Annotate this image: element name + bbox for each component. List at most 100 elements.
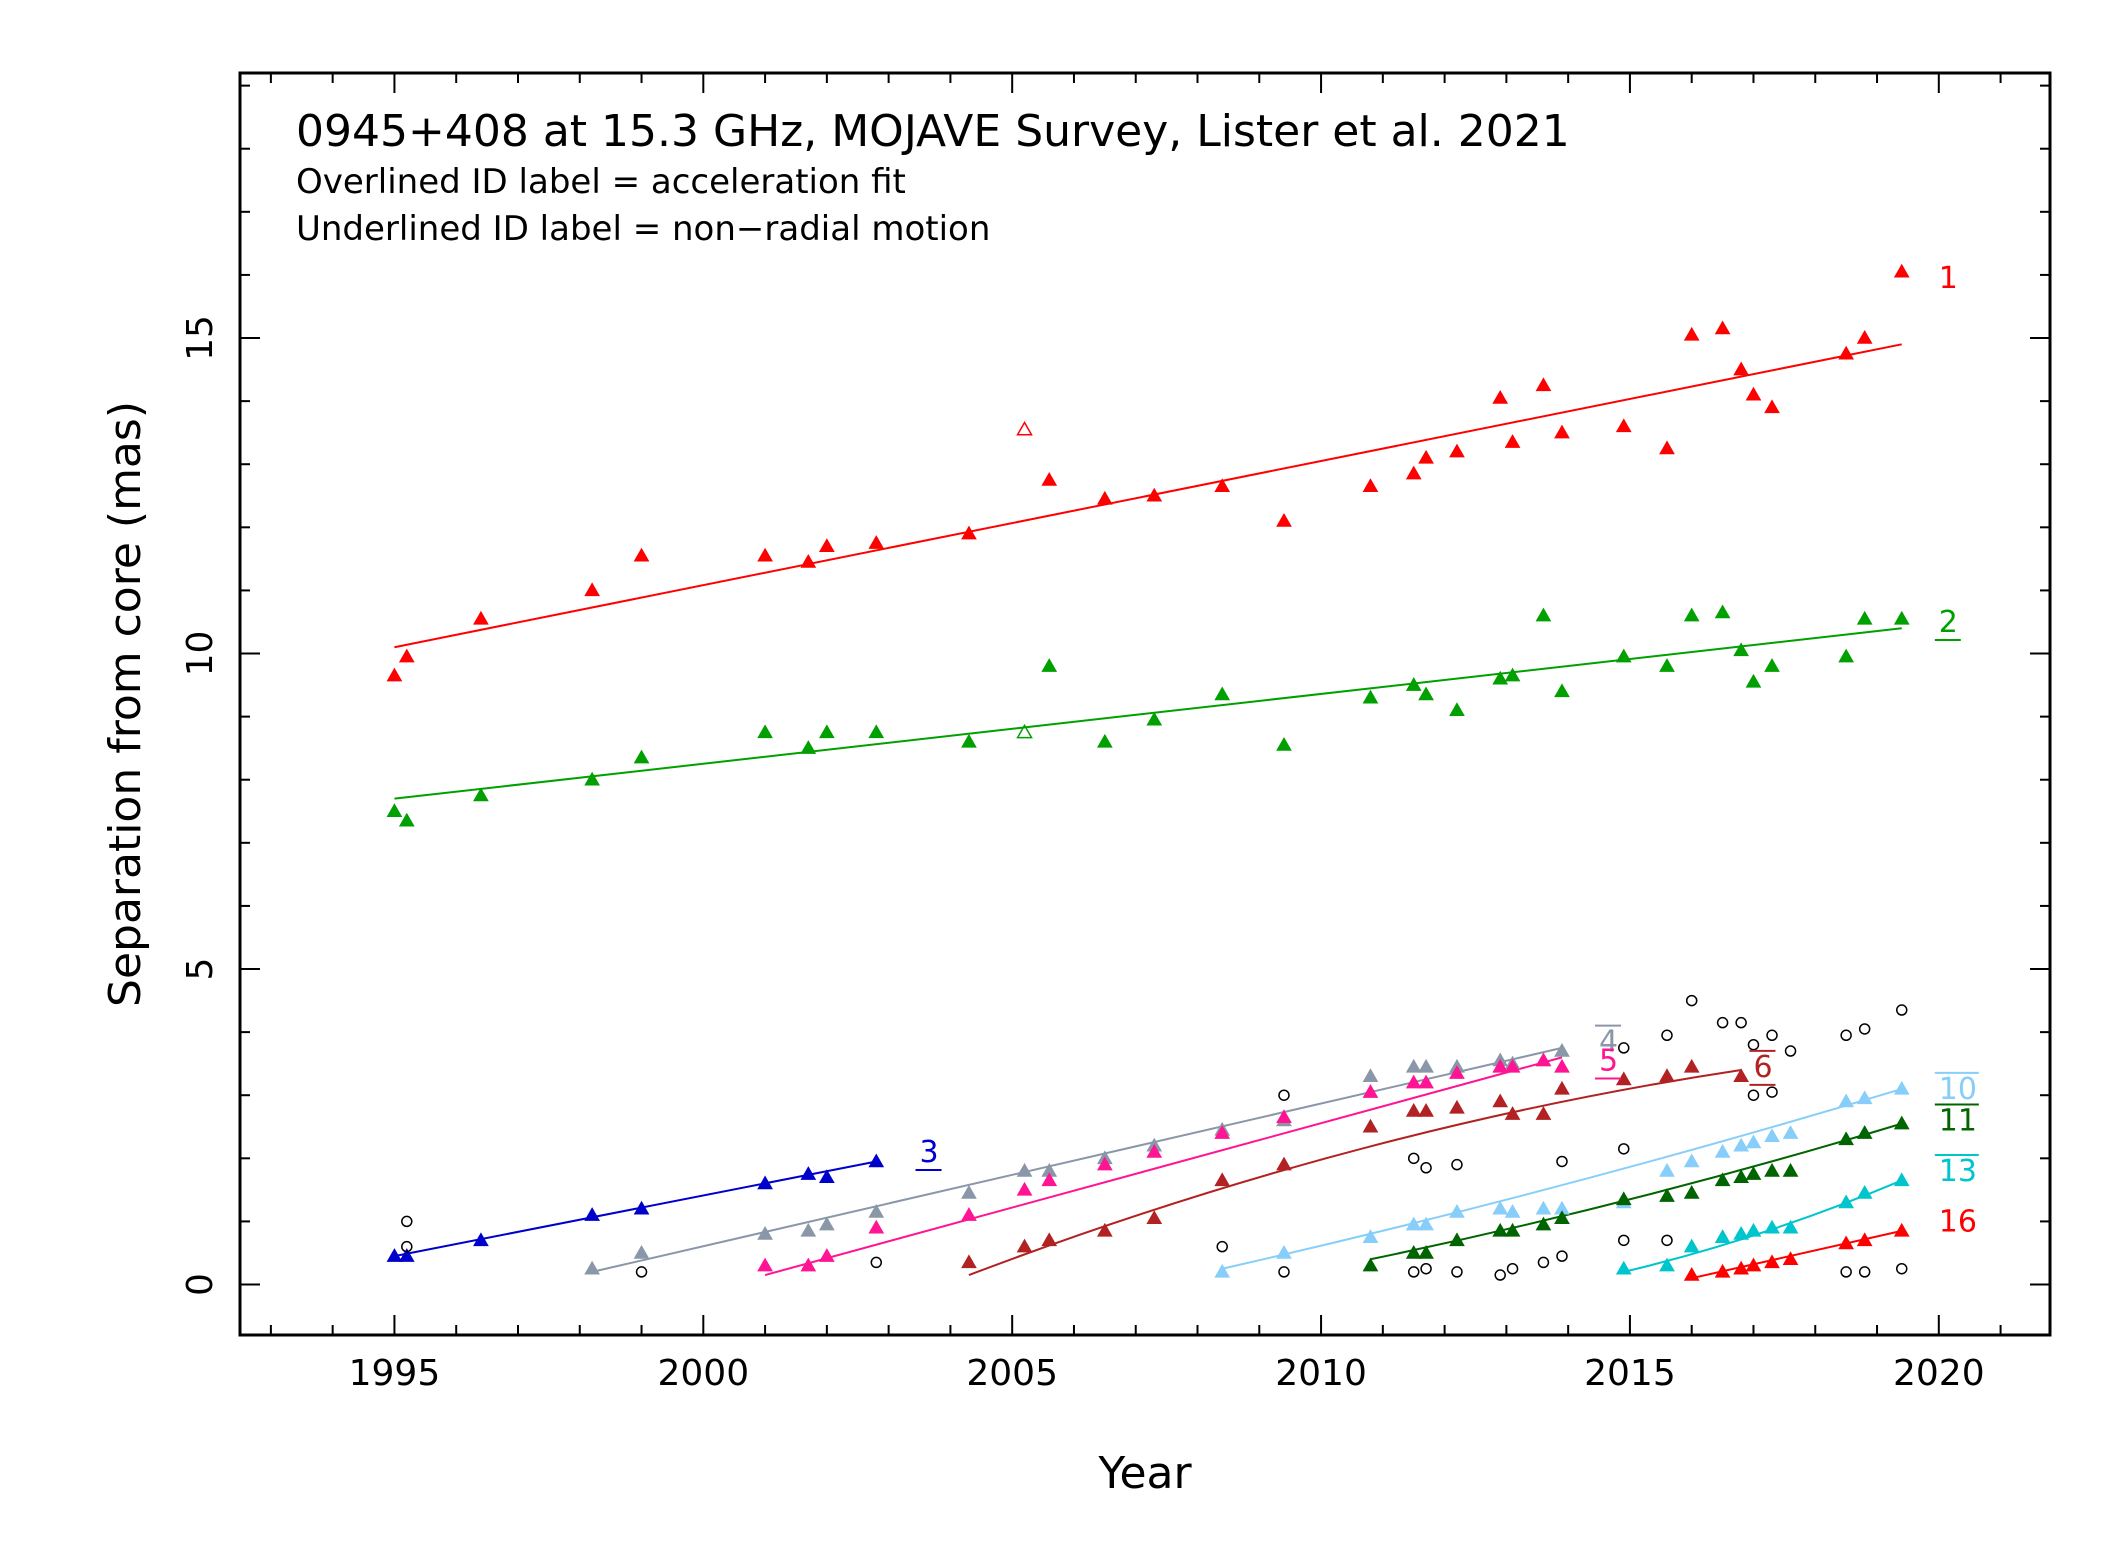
unassociated-marker [1716, 1016, 1729, 1029]
marker-10 [1659, 1162, 1675, 1177]
unassociated-marker [1451, 1158, 1463, 1171]
marker-1 [868, 535, 885, 549]
marker-10 [1362, 1229, 1379, 1243]
unassociated-marker [1735, 1016, 1747, 1029]
series-label-6: 6 [1753, 1050, 1772, 1085]
unassociated-marker [635, 1266, 648, 1278]
marker-5 [1554, 1058, 1570, 1073]
marker-1 [1838, 345, 1855, 360]
marker-1 [1615, 418, 1632, 433]
marker-6 [1449, 1099, 1465, 1114]
x-tick-label: 2015 [1584, 1353, 1676, 1394]
unassociated-marker [1766, 1086, 1778, 1098]
marker-2 [398, 812, 415, 827]
x-tick-label: 2010 [1275, 1353, 1367, 1394]
marker-6 [1041, 1232, 1058, 1247]
marker-2 [818, 724, 835, 739]
fit-line-3 [394, 1160, 877, 1258]
series-label-4: 4 [1599, 1025, 1618, 1060]
marker-10 [1745, 1134, 1762, 1149]
marker-1 [1856, 330, 1873, 344]
marker-1 [1276, 513, 1292, 527]
unassociated-marker [1278, 1266, 1290, 1278]
marker-16 [1733, 1260, 1749, 1275]
x-tick-label: 2020 [1893, 1353, 1985, 1394]
marker-10 [1856, 1090, 1873, 1105]
marker-4 [818, 1216, 835, 1231]
marker-1 [1554, 424, 1570, 439]
fit-line-4 [591, 1046, 1563, 1273]
marker-11 [1856, 1125, 1873, 1139]
marker-13 [1659, 1257, 1675, 1272]
marker-11 [1418, 1244, 1434, 1259]
marker-5 [1418, 1074, 1434, 1089]
series-label-3: 3 [920, 1135, 939, 1170]
unassociated-marker [1618, 1143, 1630, 1155]
marker-4 [1418, 1058, 1434, 1073]
marker-11 [1492, 1222, 1509, 1237]
unassociated-marker [1766, 1029, 1778, 1042]
marker-1 [1146, 487, 1163, 502]
x-tick-labels: 1995 2000 2005 2010 2015 2020 [349, 1353, 1985, 1394]
series-label-11: 11 [1939, 1103, 1977, 1138]
x-tick-label: 2000 [657, 1353, 749, 1394]
unassociated-marker [1840, 1029, 1852, 1042]
marker-10 [1764, 1128, 1780, 1142]
marker-4 [1554, 1043, 1570, 1057]
marker-11 [1405, 1244, 1422, 1259]
unassociated-marker [1685, 994, 1698, 1007]
marker-10 [1733, 1137, 1749, 1152]
fit-lines [394, 343, 1903, 1280]
marker-6 [1146, 1210, 1163, 1225]
marker-5 [1405, 1074, 1422, 1089]
marker-11 [1683, 1185, 1700, 1199]
marker-3 [757, 1175, 773, 1190]
marker-2 [1362, 689, 1379, 704]
marker-1 [1733, 361, 1749, 376]
marker-13 [1714, 1229, 1731, 1243]
marker-2 [1733, 642, 1749, 657]
marker-2 [1276, 737, 1292, 751]
marker-10 [1782, 1125, 1799, 1139]
x-axis-label: Year [1097, 1448, 1192, 1499]
marker-6 [1276, 1156, 1292, 1171]
marker-1 [1535, 377, 1552, 392]
marker-10 [1504, 1203, 1521, 1218]
marker-3 [868, 1153, 885, 1168]
marker-6 [1683, 1058, 1700, 1073]
marker-11 [1659, 1188, 1675, 1202]
marker-6 [1659, 1068, 1675, 1083]
marker-1 [1714, 320, 1731, 335]
fit-line-2 [394, 627, 1902, 800]
unassociated-marker [1278, 1089, 1290, 1101]
unassociated-marker [1618, 1042, 1630, 1054]
marker-5 [757, 1257, 773, 1272]
marker-3 [386, 1248, 403, 1262]
marker-2 [1659, 658, 1675, 672]
unassociated-marker [1858, 1266, 1871, 1278]
marker-5 [1214, 1125, 1231, 1139]
marker-10 [1418, 1216, 1434, 1231]
marker-1 [1214, 478, 1231, 493]
marker-10 [1838, 1093, 1855, 1108]
y-tick-label: 0 [180, 1273, 221, 1296]
marker-11 [1733, 1169, 1749, 1183]
series-label-10: 10 [1939, 1072, 1977, 1107]
unassociated-marker [1661, 1234, 1673, 1247]
marker-2 [1838, 648, 1855, 663]
marker-2 [584, 771, 600, 786]
y-tick-labels: 0 5 10 15 [180, 315, 221, 1296]
marker-1 [1041, 471, 1058, 486]
marker-6 [1362, 1118, 1379, 1133]
marker-11 [1615, 1191, 1632, 1206]
marker-2 [1418, 686, 1434, 701]
marker-1 [1096, 490, 1113, 505]
marker-2 [1492, 670, 1509, 685]
marker-3 [584, 1207, 600, 1221]
unassociated-marker [1420, 1162, 1432, 1174]
marker-1 [1362, 478, 1379, 493]
unassociated-marker [1784, 1045, 1797, 1057]
marker-5 [1535, 1052, 1552, 1067]
marker-13 [1838, 1194, 1855, 1209]
